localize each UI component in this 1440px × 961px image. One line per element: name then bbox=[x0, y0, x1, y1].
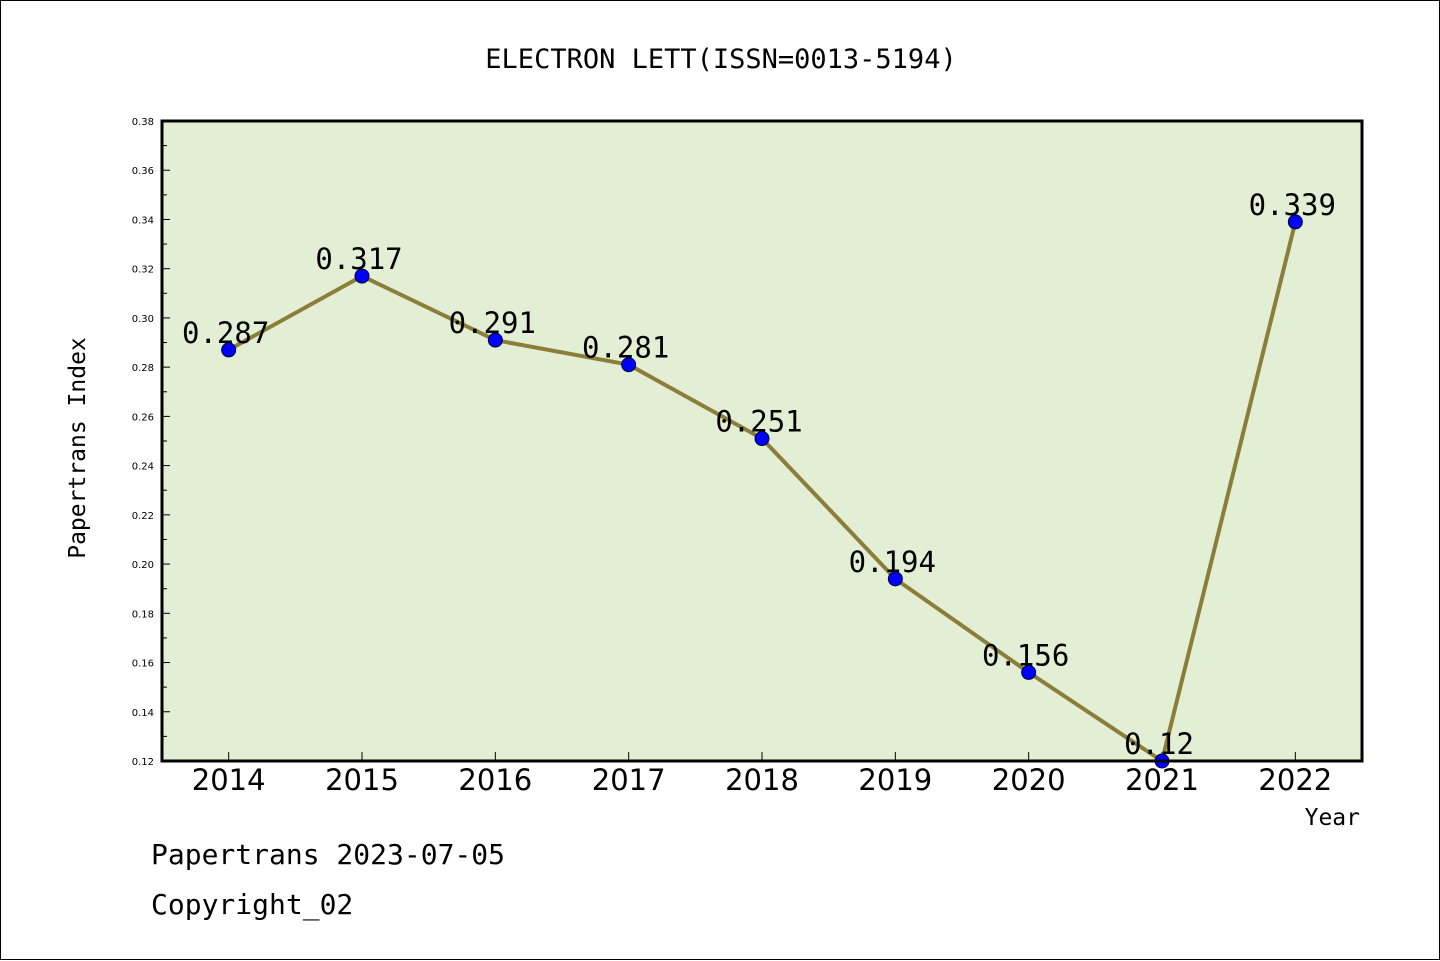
y-tick-label: 0.14 bbox=[132, 708, 154, 719]
x-tick-label: 2015 bbox=[325, 763, 399, 797]
y-tick-label: 0.32 bbox=[132, 265, 154, 276]
y-tick-label: 0.36 bbox=[132, 166, 154, 177]
data-label: 0.156 bbox=[982, 638, 1069, 672]
y-tick-label: 0.38 bbox=[132, 117, 154, 128]
chart-title: ELECTRON LETT(ISSN=0013-5194) bbox=[485, 44, 956, 75]
data-label: 0.251 bbox=[715, 405, 802, 439]
footer-date: Papertrans 2023-07-05 bbox=[151, 838, 505, 871]
y-tick-label: 0.30 bbox=[132, 314, 154, 325]
x-axis-ticks: 2014 2015 2016 2017 2018 2019 2020 2021 2022 bbox=[192, 752, 1332, 797]
x-tick-label: 2018 bbox=[725, 763, 799, 797]
data-point-marker bbox=[354, 268, 370, 284]
x-tick-label: 2017 bbox=[592, 763, 666, 797]
y-axis-label: Papertrans Index bbox=[65, 337, 91, 559]
data-label: 0.339 bbox=[1249, 188, 1336, 222]
y-tick-label: 0.26 bbox=[132, 412, 154, 423]
x-tick-label: 2020 bbox=[992, 763, 1066, 797]
data-point-marker bbox=[487, 332, 503, 348]
y-tick-label: 0.16 bbox=[132, 659, 154, 670]
plot-border bbox=[160, 119, 1364, 763]
y-tick-label: 0.24 bbox=[132, 462, 154, 473]
y-tick-label: 0.12 bbox=[132, 757, 154, 768]
data-label: 0.291 bbox=[449, 306, 536, 340]
data-label-layer: 0.287 0.317 0.291 0.281 0.251 0.194 0.156 0.12 0… bbox=[182, 188, 1336, 761]
y-tick-label: 0.20 bbox=[132, 560, 154, 571]
data-label: 0.281 bbox=[582, 331, 669, 365]
y-tick-label: 0.34 bbox=[132, 215, 154, 226]
y-tick-label: 0.18 bbox=[132, 609, 154, 620]
data-label: 0.194 bbox=[849, 545, 936, 579]
x-tick-label: 2021 bbox=[1125, 763, 1199, 797]
data-label: 0.12 bbox=[1124, 727, 1194, 761]
data-point-marker bbox=[887, 571, 903, 587]
data-point-marker bbox=[621, 357, 637, 373]
data-point-marker bbox=[1021, 664, 1037, 680]
x-tick-label: 2014 bbox=[192, 763, 266, 797]
x-tick-label: 2022 bbox=[1258, 763, 1332, 797]
data-label: 0.287 bbox=[182, 316, 269, 350]
data-point-marker bbox=[221, 342, 237, 358]
y-tick-label: 0.28 bbox=[132, 363, 154, 374]
footer-copyright: Copyright_02 bbox=[151, 888, 353, 922]
y-tick-label: 0.22 bbox=[132, 511, 154, 522]
x-tick-label: 2019 bbox=[858, 763, 932, 797]
data-label: 0.317 bbox=[315, 242, 402, 276]
x-axis-label: Year bbox=[1305, 805, 1360, 831]
x-tick-label: 2016 bbox=[458, 763, 532, 797]
data-point-marker bbox=[1287, 214, 1303, 230]
data-point-marker bbox=[754, 431, 770, 447]
